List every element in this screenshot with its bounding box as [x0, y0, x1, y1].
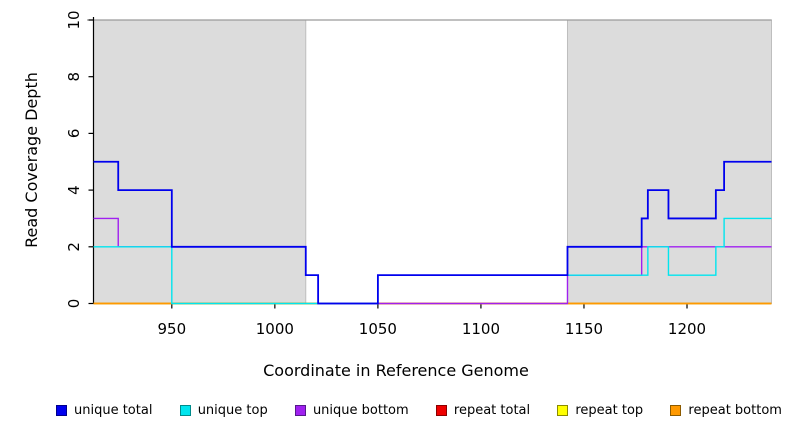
y-axis-title: Read Coverage Depth — [22, 72, 41, 248]
legend-label: repeat total — [453, 402, 531, 418]
legend-label: unique total — [74, 402, 153, 418]
x-tick-label: 950 — [157, 320, 186, 338]
y-tick-label: 0 — [65, 299, 83, 309]
x-tick-label: 1200 — [668, 320, 706, 338]
legend-label: repeat top — [575, 402, 644, 418]
legend-item-repeat-bottom: repeat bottom — [670, 403, 782, 418]
y-tick-label: 4 — [65, 185, 83, 195]
x-axis-title: Coordinate in Reference Genome — [263, 361, 529, 380]
legend-swatch-unique-top — [179, 404, 191, 416]
y-tick-label: 10 — [65, 10, 83, 29]
legend-label: repeat bottom — [688, 402, 782, 418]
legend-item-unique-bottom: unique bottom — [294, 402, 409, 418]
legend: unique total unique top unique bottom repea… — [0, 399, 788, 421]
legend-item-unique-total: unique total — [56, 403, 152, 418]
x-tick-label: 1100 — [462, 320, 500, 338]
series-path-unique-total — [93, 160, 772, 305]
series-path-unique-top — [93, 217, 772, 305]
legend-swatch-repeat-total — [435, 404, 447, 416]
x-tick-label: 1000 — [256, 320, 294, 338]
legend-item-repeat-top: repeat top — [557, 403, 643, 418]
x-tick-label: 1150 — [565, 320, 603, 338]
legend-label: unique top — [197, 402, 268, 418]
x-tick-label: 1050 — [359, 320, 397, 338]
legend-swatch-repeat-bottom — [670, 404, 682, 416]
legend-item-repeat-total: repeat total — [435, 402, 531, 418]
y-tick-label: 6 — [65, 129, 83, 139]
legend-swatch-repeat-top — [557, 404, 569, 416]
shaded-region — [93, 19, 307, 304]
legend-item-unique-top: unique top — [179, 402, 268, 418]
y-tick-label: 2 — [65, 242, 83, 252]
y-tick-label: 8 — [65, 72, 83, 82]
legend-label: unique bottom — [312, 402, 409, 418]
legend-swatch-unique-total — [56, 404, 67, 416]
legend-swatch-unique-bottom — [294, 404, 306, 416]
